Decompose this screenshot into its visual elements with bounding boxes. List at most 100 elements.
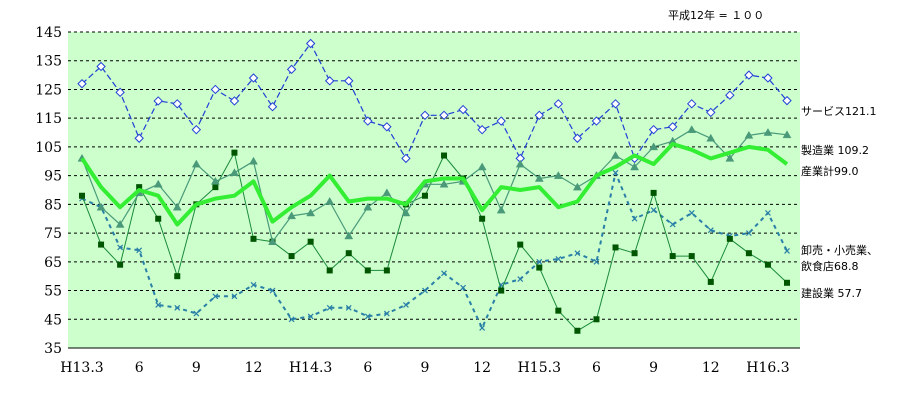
data-point: [687, 99, 697, 109]
data-point: [305, 38, 316, 49]
data-point: [706, 133, 716, 142]
data-point: [707, 278, 714, 285]
data-point: [382, 188, 392, 197]
y-tick-label: 65: [44, 255, 62, 271]
series-lines: [77, 38, 792, 334]
x-tick-label: 6: [135, 360, 144, 376]
data-point: [441, 152, 448, 159]
x-tick-label: 12: [245, 360, 263, 376]
series-services: [77, 38, 792, 164]
data-point: [77, 79, 87, 89]
series-label-construction: 建設業 57.7: [801, 286, 862, 300]
y-tick-label: 35: [44, 341, 62, 357]
x-tick-label: H14.3: [289, 360, 332, 376]
data-point: [744, 70, 754, 80]
data-point: [458, 104, 468, 115]
data-point: [517, 241, 524, 248]
x-tick-label: H13.3: [60, 360, 103, 376]
data-point: [515, 159, 525, 168]
data-point: [155, 301, 162, 308]
data-point: [784, 279, 790, 286]
data-point: [612, 244, 619, 251]
data-point: [650, 207, 657, 214]
data-point: [210, 84, 221, 95]
data-point: [477, 162, 487, 171]
y-tick-label: 105: [35, 140, 62, 156]
data-point: [650, 189, 657, 196]
data-point: [268, 237, 277, 245]
data-point: [610, 99, 621, 109]
data-point: [631, 215, 638, 222]
y-tick-label: 145: [35, 25, 62, 41]
data-point: [745, 250, 752, 257]
data-point: [496, 116, 506, 126]
data-point: [439, 179, 449, 188]
data-point: [591, 116, 602, 126]
data-point: [498, 287, 505, 294]
series-label-manufacturing: 製造業 109.2: [801, 143, 869, 157]
data-point: [96, 202, 106, 211]
x-tick-label: 9: [192, 360, 201, 376]
data-point: [572, 182, 582, 191]
data-point: [248, 73, 259, 83]
data-point: [288, 316, 295, 323]
data-point: [250, 235, 257, 242]
data-point: [191, 159, 201, 168]
data-point: [326, 267, 333, 274]
y-tick-label: 85: [44, 197, 62, 213]
data-point: [611, 151, 620, 159]
data-point: [345, 304, 352, 311]
data-point: [155, 215, 162, 222]
data-point: [630, 162, 639, 171]
data-point: [115, 87, 125, 98]
data-point: [363, 116, 373, 126]
data-point: [306, 208, 316, 217]
series-manufacturing: [77, 125, 792, 245]
data-point: [344, 231, 354, 240]
data-point: [420, 110, 430, 121]
data-point: [421, 192, 428, 199]
data-point: [153, 179, 163, 188]
data-point: [612, 169, 619, 176]
data-point: [574, 250, 581, 257]
data-point: [784, 247, 790, 254]
data-point: [117, 244, 124, 251]
data-point: [402, 301, 409, 308]
data-point: [286, 64, 297, 75]
data-point: [707, 227, 714, 234]
axes: 35 45 55 65 75 85 95 105 115 125 135 145 H13.3 6 9 12 H1…: [35, 25, 800, 376]
data-point: [136, 247, 143, 254]
data-point: [574, 327, 581, 334]
data-point: [479, 324, 486, 331]
data-point: [460, 284, 467, 291]
series-label-wholesale_retail: 卸売・小売業、: [801, 243, 878, 257]
data-point: [231, 149, 238, 156]
data-point: [439, 110, 449, 121]
data-point: [764, 261, 771, 268]
data-point: [555, 307, 562, 314]
x-tick-label: 6: [592, 360, 601, 376]
data-point: [287, 211, 297, 220]
data-point: [725, 153, 735, 162]
data-point: [79, 192, 85, 199]
data-point: [364, 313, 371, 320]
data-point: [706, 107, 716, 118]
data-point: [382, 122, 392, 132]
data-point: [744, 130, 754, 139]
data-point: [229, 96, 240, 106]
data-point: [136, 184, 143, 191]
series-wholesale_retail: [79, 169, 790, 331]
plot-area: [68, 32, 800, 348]
data-point: [383, 310, 390, 317]
x-tick-label: 9: [421, 360, 430, 376]
series-industry_total: [80, 142, 789, 227]
data-point: [536, 264, 543, 271]
y-tick-label: 75: [44, 226, 62, 242]
series-label-services: サービス121.1: [801, 105, 877, 118]
series-label-industry_total: 産業計99.0: [801, 164, 859, 178]
data-point: [648, 124, 659, 135]
data-point: [555, 256, 562, 262]
data-point: [631, 250, 638, 257]
data-point: [174, 273, 181, 280]
